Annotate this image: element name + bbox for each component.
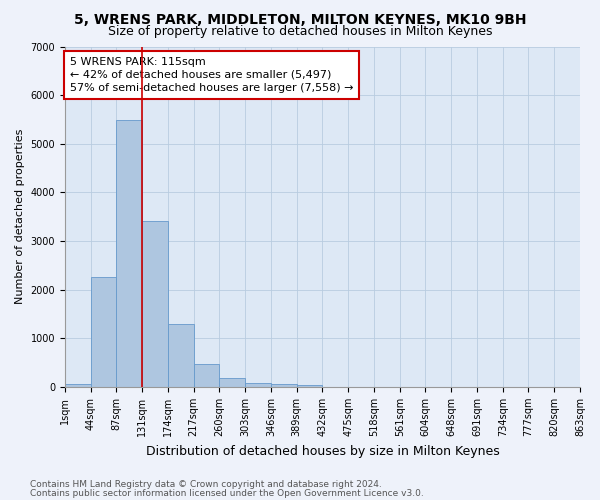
Bar bbox=[194, 364, 220, 387]
Y-axis label: Number of detached properties: Number of detached properties bbox=[15, 129, 25, 304]
Text: Contains public sector information licensed under the Open Government Licence v3: Contains public sector information licen… bbox=[30, 488, 424, 498]
Bar bbox=[116, 120, 142, 387]
Bar bbox=[271, 384, 296, 387]
Text: Size of property relative to detached houses in Milton Keynes: Size of property relative to detached ho… bbox=[108, 25, 492, 38]
Bar bbox=[65, 384, 91, 387]
X-axis label: Distribution of detached houses by size in Milton Keynes: Distribution of detached houses by size … bbox=[146, 444, 499, 458]
Text: Contains HM Land Registry data © Crown copyright and database right 2024.: Contains HM Land Registry data © Crown c… bbox=[30, 480, 382, 489]
Bar bbox=[91, 276, 116, 387]
Text: 5 WRENS PARK: 115sqm
← 42% of detached houses are smaller (5,497)
57% of semi-de: 5 WRENS PARK: 115sqm ← 42% of detached h… bbox=[70, 56, 353, 93]
Bar bbox=[168, 324, 194, 387]
Text: 5, WRENS PARK, MIDDLETON, MILTON KEYNES, MK10 9BH: 5, WRENS PARK, MIDDLETON, MILTON KEYNES,… bbox=[74, 12, 526, 26]
Bar bbox=[245, 382, 271, 387]
Bar bbox=[220, 378, 245, 387]
Bar bbox=[142, 220, 168, 387]
Bar bbox=[296, 384, 322, 387]
